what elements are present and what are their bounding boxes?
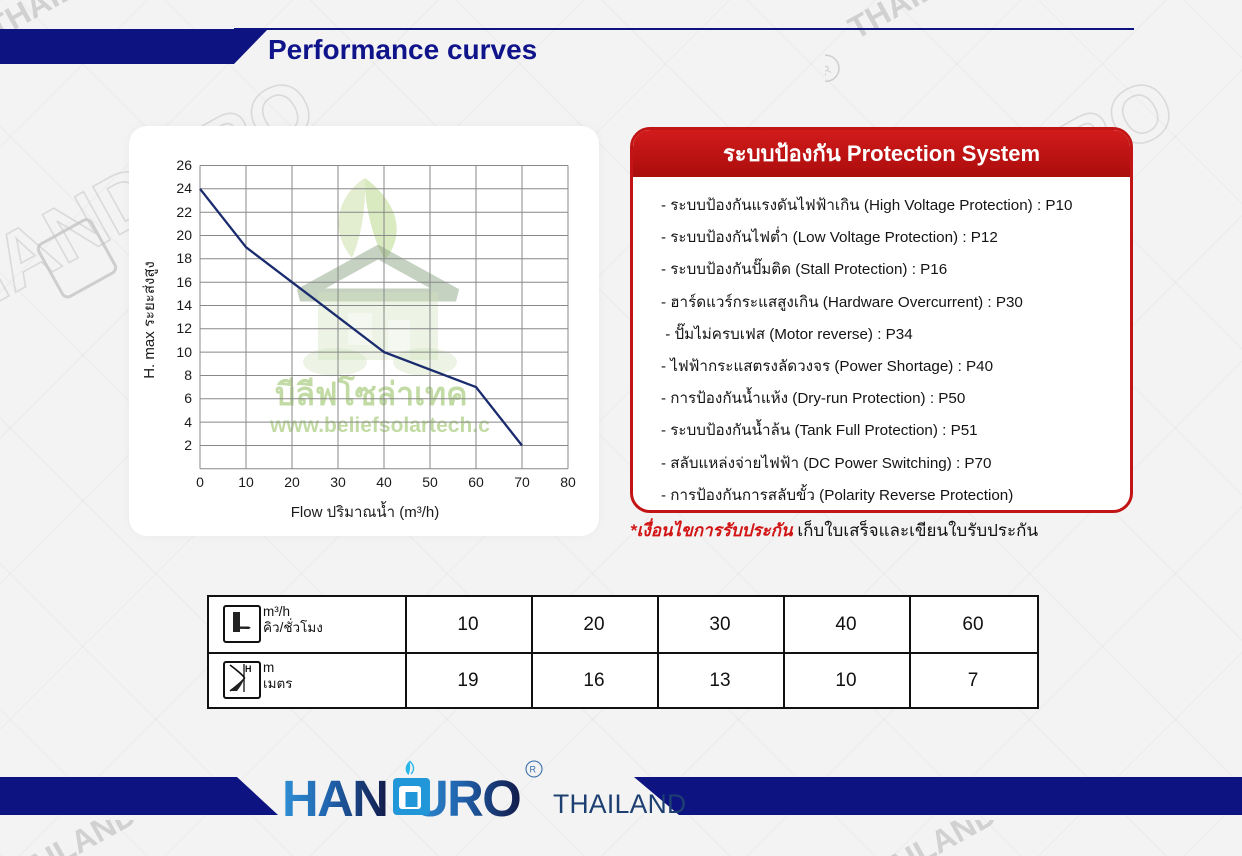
svg-text:18: 18 bbox=[176, 250, 192, 266]
svg-text:40: 40 bbox=[376, 474, 392, 490]
svg-text:6: 6 bbox=[184, 390, 192, 406]
svg-text:60: 60 bbox=[468, 474, 484, 490]
svg-text:22: 22 bbox=[176, 204, 192, 220]
svg-text:10: 10 bbox=[238, 474, 254, 490]
svg-text:30: 30 bbox=[330, 474, 346, 490]
svg-text:0: 0 bbox=[196, 474, 204, 490]
svg-text:50: 50 bbox=[422, 474, 438, 490]
svg-text:14: 14 bbox=[176, 297, 192, 313]
svg-text:16: 16 bbox=[176, 274, 192, 290]
svg-text:26: 26 bbox=[176, 157, 192, 173]
svg-text:24: 24 bbox=[176, 180, 192, 196]
svg-text:70: 70 bbox=[514, 474, 530, 490]
svg-text:20: 20 bbox=[176, 227, 192, 243]
svg-text:10: 10 bbox=[176, 344, 192, 360]
svg-text:12: 12 bbox=[176, 320, 192, 336]
svg-text:80: 80 bbox=[560, 474, 576, 490]
svg-text:4: 4 bbox=[184, 414, 192, 430]
svg-text:8: 8 bbox=[184, 367, 192, 383]
svg-text:20: 20 bbox=[284, 474, 300, 490]
svg-text:Flow ปริมาณน้ำ (m³/h): Flow ปริมาณน้ำ (m³/h) bbox=[291, 501, 439, 521]
svg-text:2: 2 bbox=[184, 437, 192, 453]
svg-text:H. max ระยะส่งสูง: H. max ระยะส่งสูง bbox=[141, 261, 158, 379]
